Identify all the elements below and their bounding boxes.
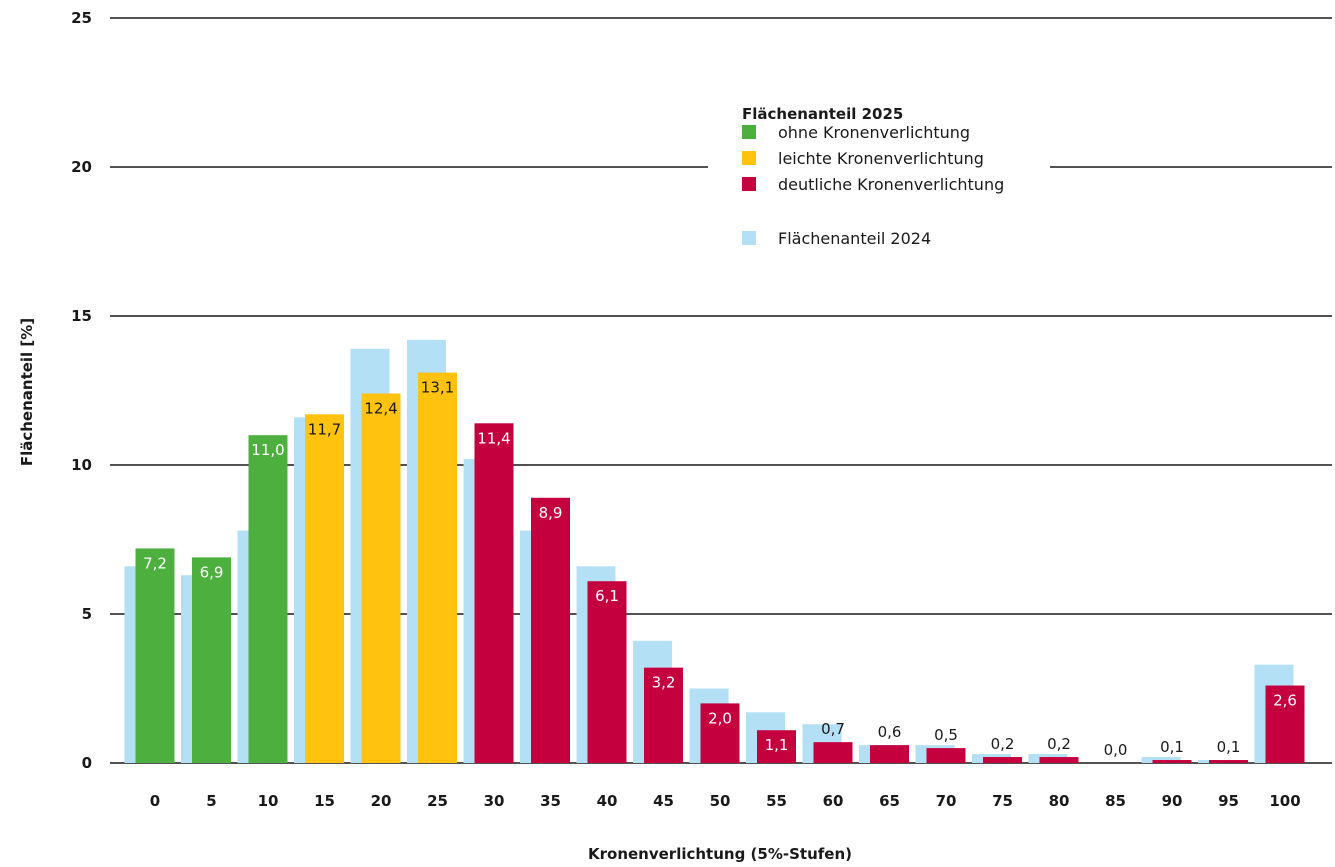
y-tick-label: 20: [71, 158, 92, 176]
bar-2025: [248, 435, 288, 763]
x-tick-label: 80: [1049, 792, 1070, 810]
x-tick-label: 75: [992, 792, 1013, 810]
x-tick-label: 90: [1162, 792, 1183, 810]
x-axis-ticks: 0 5 10 15 20 25 30 35 40 45 50 55 60 65 70 75 80 85 90 95 10…: [150, 792, 1301, 810]
data-label: 1,1: [765, 736, 789, 754]
x-tick-label: 100: [1269, 792, 1300, 810]
y-tick-label: 15: [71, 307, 92, 325]
bars: 7,2 6,9 11,0 11,7 12,4 13,1 11,4 8,9 6,1 3,2 2,0 1,…: [124, 339, 1305, 763]
data-label: 6,9: [200, 563, 224, 581]
y-tick-label: 25: [71, 9, 92, 27]
legend-items: ohne Kronenverlichtung leichte Kronenverl…: [742, 123, 1004, 248]
bar-2025: [1152, 760, 1192, 763]
data-label: 11,7: [308, 420, 341, 438]
x-tick-label: 5: [206, 792, 216, 810]
legend-swatch: [742, 125, 756, 139]
data-label: 2,6: [1273, 692, 1297, 710]
x-tick-label: 20: [371, 792, 392, 810]
bar-2025: [361, 393, 401, 763]
legend-title: Flächenanteil 2025: [742, 105, 903, 123]
bar-2025: [305, 414, 344, 763]
data-label: 0,1: [1160, 738, 1184, 756]
x-tick-label: 40: [597, 792, 618, 810]
bar-2025: [926, 748, 966, 763]
data-label: 0,2: [1047, 735, 1071, 753]
bar-2025: [192, 557, 231, 763]
x-tick-label: 35: [540, 792, 561, 810]
bar-2025: [757, 730, 796, 763]
x-tick-label: 50: [710, 792, 731, 810]
y-axis-ticks: 0 5 10 15 20 25: [71, 9, 92, 772]
legend-swatch: [742, 151, 756, 165]
data-label: 6,1: [595, 587, 619, 605]
legend-swatch: [742, 177, 756, 191]
data-label: 8,9: [539, 504, 563, 522]
data-label: 12,4: [364, 399, 397, 417]
x-tick-label: 45: [653, 792, 674, 810]
x-axis-title: Kronenverlichtung (5%-Stufen): [588, 845, 852, 863]
x-tick-label: 10: [258, 792, 279, 810]
bar-2025: [418, 372, 457, 763]
legend-label: deutliche Kronenverlichtung: [778, 175, 1004, 194]
bar-2025: [870, 745, 909, 763]
legend: Flächenanteil 2025 ohne Kronenverlichtun…: [708, 100, 1050, 260]
bar-2025: [1209, 760, 1248, 763]
data-label: 3,2: [652, 674, 676, 692]
bar-2025: [587, 581, 627, 763]
data-label: 7,2: [143, 554, 167, 572]
bar-2025: [1265, 685, 1305, 763]
data-label: 11,4: [477, 429, 510, 447]
x-tick-label: 30: [484, 792, 505, 810]
y-tick-label: 10: [71, 456, 92, 474]
x-tick-label: 15: [314, 792, 335, 810]
data-label: 0,5: [934, 726, 958, 744]
legend-label: leichte Kronenverlichtung: [778, 149, 984, 168]
x-tick-label: 0: [150, 792, 160, 810]
x-tick-label: 70: [936, 792, 957, 810]
data-label: 0,0: [1104, 741, 1128, 759]
bar-2025: [700, 703, 740, 763]
data-label: 11,0: [251, 441, 284, 459]
x-tick-label: 25: [427, 792, 448, 810]
data-label: 2,0: [708, 709, 732, 727]
bar-2025: [474, 423, 514, 763]
bar-2025: [1039, 757, 1079, 763]
y-tick-label: 5: [82, 605, 92, 623]
x-tick-label: 65: [879, 792, 900, 810]
x-tick-label: 55: [766, 792, 787, 810]
y-axis-title: Flächenanteil [%]: [18, 318, 36, 466]
bar-2025: [135, 548, 175, 763]
data-label: 0,2: [991, 735, 1015, 753]
bar-2025: [644, 667, 683, 763]
legend-label: Flächenanteil 2024: [778, 229, 931, 248]
bar-2025: [983, 757, 1022, 763]
x-tick-label: 85: [1105, 792, 1126, 810]
legend-label: ohne Kronenverlichtung: [778, 123, 970, 142]
data-label: 0,7: [821, 720, 845, 738]
x-tick-label: 60: [823, 792, 844, 810]
data-label: 0,1: [1217, 738, 1241, 756]
bar-2025: [531, 497, 570, 763]
data-label: 13,1: [421, 379, 454, 397]
y-tick-label: 0: [82, 754, 92, 772]
legend-background: [708, 100, 1050, 260]
legend-swatch: [742, 231, 756, 245]
data-label: 0,6: [878, 723, 902, 741]
bar-2025: [813, 742, 853, 763]
x-tick-label: 95: [1218, 792, 1239, 810]
